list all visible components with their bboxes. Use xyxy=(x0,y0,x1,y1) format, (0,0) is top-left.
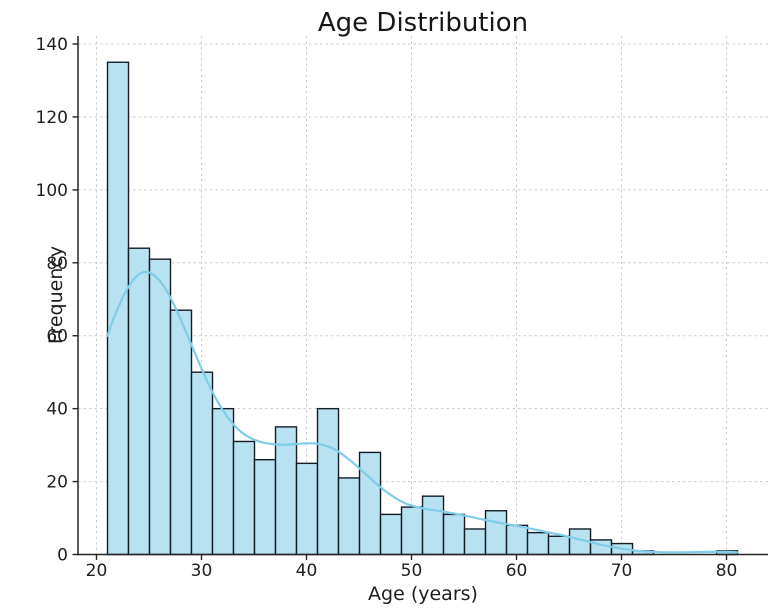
y-axis-label: Frequency xyxy=(45,246,67,344)
x-tick-label: 70 xyxy=(611,561,633,581)
histogram-bar xyxy=(379,513,403,556)
chart-title: Age Distribution xyxy=(318,8,528,38)
histogram-bar xyxy=(463,528,487,556)
histogram-bars xyxy=(106,61,739,556)
y-tick-label: 0 xyxy=(57,546,68,566)
x-tick-label: 20 xyxy=(86,561,108,581)
x-tick-label: 40 xyxy=(296,561,318,581)
histogram-bar xyxy=(421,495,445,556)
x-tick-label: 80 xyxy=(716,561,738,581)
x-axis-label: Age (years) xyxy=(368,583,478,605)
y-tick-label: 60 xyxy=(46,327,68,347)
histogram-bar xyxy=(547,535,571,556)
histogram-bar xyxy=(505,524,529,556)
histogram-bar xyxy=(295,462,319,556)
histogram-bar xyxy=(211,407,235,556)
histogram-bar xyxy=(232,440,256,556)
y-tick-label: 40 xyxy=(46,400,68,420)
histogram-bar xyxy=(169,309,193,556)
histogram-bar xyxy=(337,477,361,556)
y-tick-label: 120 xyxy=(36,108,68,128)
histogram-bar xyxy=(148,258,172,556)
x-tick-label: 50 xyxy=(401,561,423,581)
histogram-bar xyxy=(316,407,340,556)
x-tick-label: 30 xyxy=(191,561,213,581)
histogram-bar xyxy=(484,510,508,556)
y-tick-label: 80 xyxy=(46,254,68,274)
y-tick-label: 140 xyxy=(36,35,68,55)
kde-curve xyxy=(106,270,739,554)
x-tick-label: 60 xyxy=(506,561,528,581)
histogram-bar xyxy=(358,451,382,556)
histogram-bar xyxy=(442,513,466,556)
histogram-bar xyxy=(400,506,424,556)
x-axis-tick-labels: 20 30 40 50 60 70 80 xyxy=(86,561,738,581)
histogram-bar xyxy=(190,371,214,556)
y-axis-tick-labels: 0 20 40 60 80 100 120 140 xyxy=(36,35,68,565)
axes-spines xyxy=(72,36,768,560)
histogram-bar xyxy=(526,531,550,556)
histogram-bar xyxy=(274,426,298,556)
histogram-bar xyxy=(253,458,277,556)
histogram-bar xyxy=(127,247,151,556)
gridlines xyxy=(78,36,768,555)
y-tick-label: 100 xyxy=(36,181,68,201)
y-tick-label: 20 xyxy=(46,473,68,493)
